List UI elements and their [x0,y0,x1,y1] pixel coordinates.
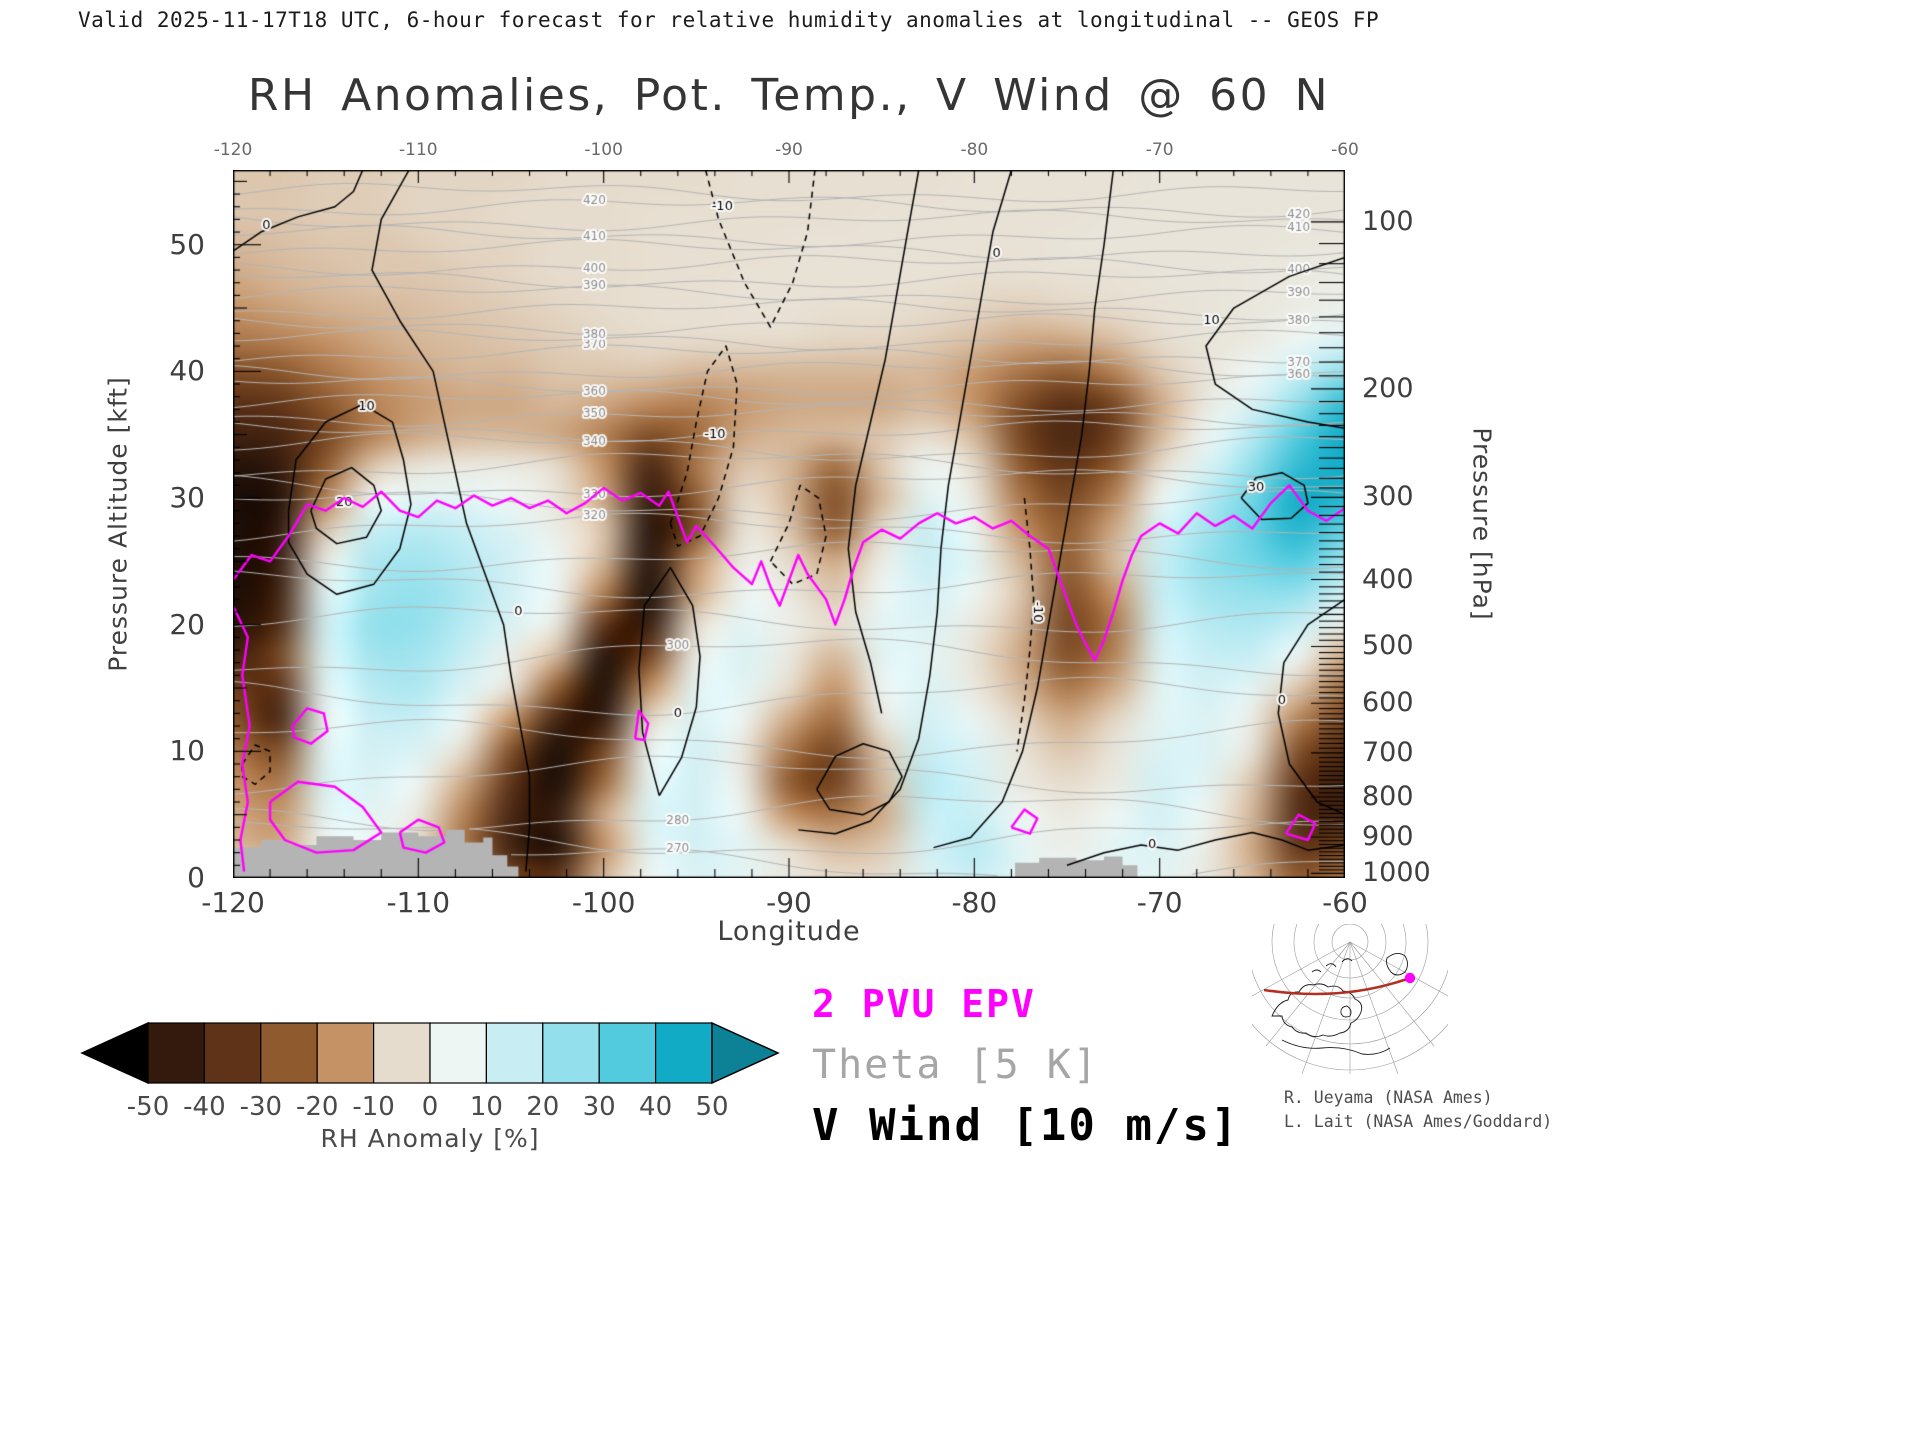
y-axis-right-tick-label: 100 [1362,205,1414,237]
colorbar-tick-label: 10 [469,1092,503,1122]
colorbar-segment [654,1022,713,1084]
y-axis-right-tick-label: 300 [1362,481,1414,513]
y-axis-right-tick-label: 700 [1362,736,1414,768]
credit-author-2: L. Lait (NASA Ames/Goddard) [1284,1112,1553,1131]
x-axis-title: Longitude [717,916,861,947]
colorbar-tick-label: -30 [239,1092,283,1122]
y-axis-right-tick-label: 800 [1362,781,1414,813]
y-axis-right-tick-label: 1000 [1362,857,1431,889]
colorbar-tick-label: -50 [126,1092,170,1122]
x-axis-top-tick-label: -120 [213,140,253,160]
colorbar-svg [80,1021,780,1085]
colorbar-tick-label: -10 [352,1092,395,1122]
colorbar-segment [429,1022,488,1084]
colorbar-under-arrow [80,1021,149,1085]
map-60n-transect-line [1263,976,1411,996]
inset-map-globe [1252,924,1448,1074]
y-axis-left-tick-label: 0 [187,861,205,894]
y-axis-left-tick-label: 50 [169,227,205,261]
y-axis-right-tick-label: 200 [1362,372,1414,404]
x-axis-tick-label: -80 [951,886,998,919]
y-axis-left-tick-label: 30 [169,481,205,515]
colorbar-segment [542,1022,600,1084]
map-coastlines [1271,953,1408,1055]
map-location-dot [1404,972,1416,984]
x-axis-top-tick-label: -70 [1145,140,1174,160]
x-axis-tick-label: -120 [201,886,265,919]
colorbar-over-arrow [711,1021,780,1085]
y-axis-right-title: Pressure [hPa] [1467,427,1497,621]
chart-title: RH Anomalies, Pot. Temp., V Wind @ 60 N [247,70,1331,121]
colorbar-segment [373,1022,431,1084]
x-axis-tick-label: -70 [1136,886,1183,919]
colorbar-segment [316,1022,375,1084]
colorbar-tick-label: 50 [695,1092,729,1122]
y-axis-right-tick-label: 400 [1362,563,1414,595]
y-axis-right-tick-label: 500 [1362,630,1414,662]
colorbar-tick-label: 0 [421,1092,439,1122]
colorbar-tick-label: -20 [295,1092,339,1122]
colorbar-segment [203,1022,262,1084]
valid-time-header: Valid 2025-11-17T18 UTC, 6-hour forecast… [78,8,1380,32]
colorbar-tick-label: 30 [582,1092,616,1122]
credit-author-1: R. Ueyama (NASA Ames) [1284,1088,1493,1107]
x-axis-tick-label: -110 [386,886,451,919]
x-axis-top-tick-label: -60 [1331,140,1359,160]
legend-vwind: V Wind [10 m/s] [812,1100,1240,1151]
legend-epv: 2 PVU EPV [812,982,1036,1026]
x-axis-tick-label: -90 [766,886,812,919]
colorbar-segment [147,1022,206,1084]
colorbar [80,1020,780,1086]
colorbar-tick-label: -40 [183,1092,226,1122]
map-graticule [1252,924,1448,1074]
x-axis-top-tick-label: -80 [960,140,989,160]
x-axis-top-tick-label: -100 [584,140,623,160]
x-axis-tick-label: -100 [571,886,636,919]
legend-theta: Theta [5 K] [812,1042,1099,1088]
y-axis-right-tick-label: 900 [1362,820,1414,852]
x-axis-top-tick-label: -90 [775,140,803,160]
y-axis-left-tick-label: 40 [169,354,205,388]
plot-area [233,170,1345,878]
y-axis-right-tick-label: 600 [1362,687,1414,719]
x-axis-top-tick-label: -110 [399,140,438,160]
colorbar-title: RH Anomaly [%] [320,1124,540,1153]
y-axis-left-title: Pressure Altitude [kft] [103,376,133,672]
colorbar-tick-label: 40 [639,1092,673,1122]
colorbar-tick-label: 20 [526,1092,560,1122]
y-axis-left-tick-label: 20 [169,607,205,641]
x-axis-tick-label: -60 [1322,886,1368,919]
y-axis-left-tick-label: 10 [169,734,205,768]
rh-cross-section-canvas [233,170,1345,878]
colorbar-segment [485,1022,544,1084]
colorbar-segment [598,1022,657,1084]
colorbar-segment [260,1022,318,1084]
